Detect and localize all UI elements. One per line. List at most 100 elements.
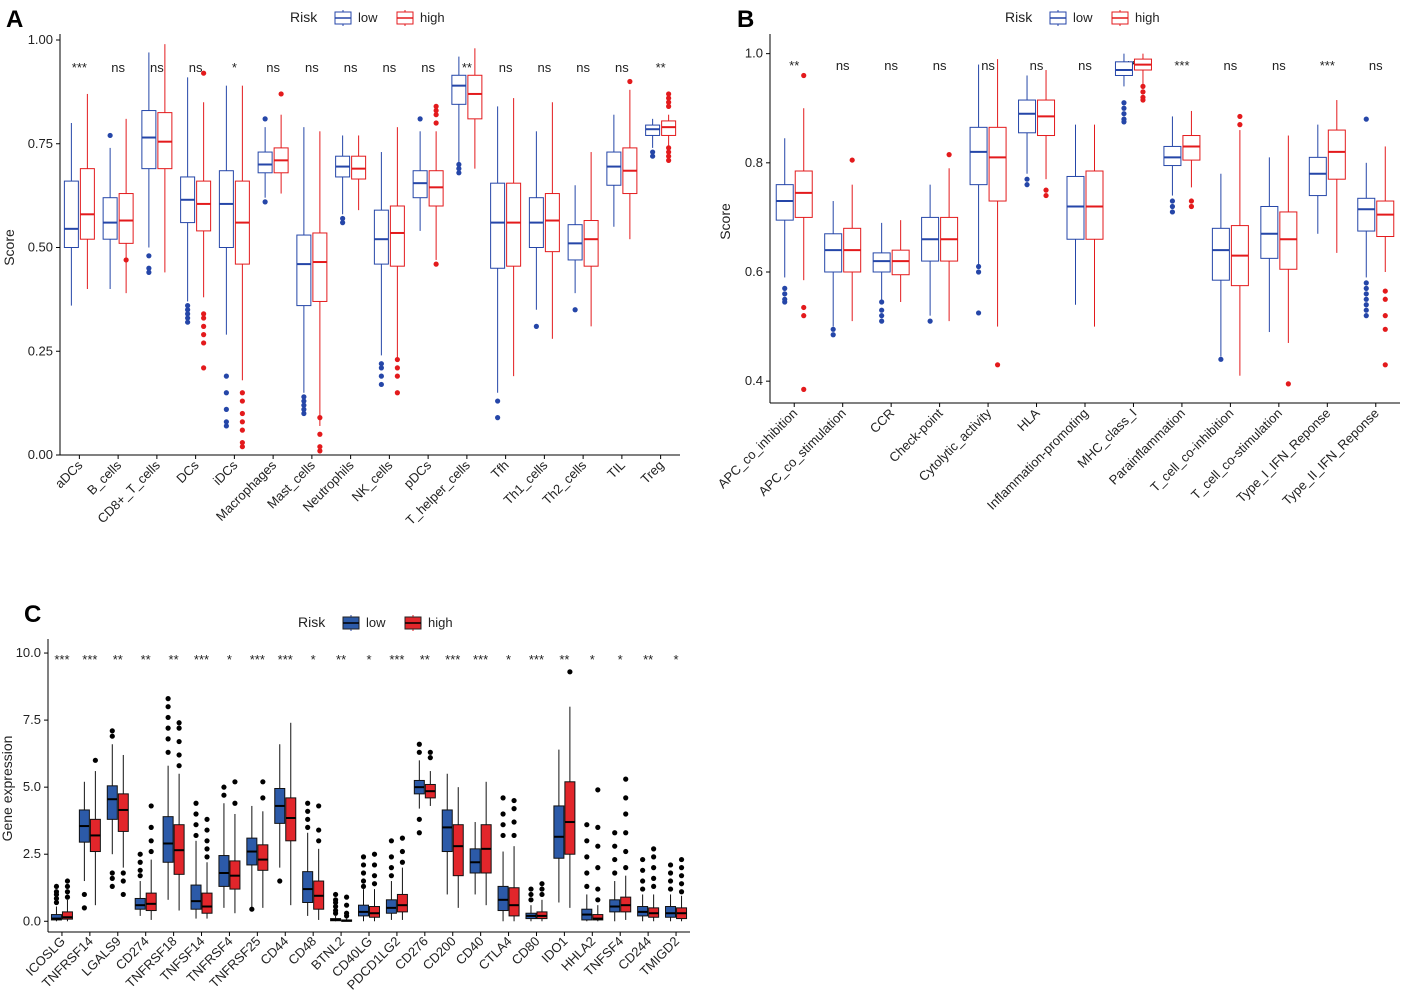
significance-label: * bbox=[232, 60, 237, 75]
significance-label: ns bbox=[538, 60, 552, 75]
outlier-point bbox=[667, 878, 674, 884]
significance-label: ns bbox=[1272, 58, 1286, 73]
outlier-point bbox=[433, 107, 439, 114]
box-iqr bbox=[117, 793, 129, 832]
x-tick-label: CD80 bbox=[508, 934, 542, 968]
box-low-Cytolytic_activity bbox=[969, 64, 988, 316]
box-iqr bbox=[296, 234, 312, 307]
significance-label: ns bbox=[1030, 58, 1044, 73]
box-high-Cytolytic_activity bbox=[988, 59, 1007, 368]
outlier-point bbox=[378, 361, 384, 367]
outlier-point bbox=[64, 883, 71, 890]
significance-label: *** bbox=[194, 652, 209, 667]
outlier-point bbox=[1121, 111, 1127, 117]
outlier-point bbox=[433, 103, 439, 109]
outlier-point bbox=[223, 419, 229, 425]
legend-label-low: low bbox=[366, 615, 386, 630]
significance-label: ns bbox=[1369, 58, 1383, 73]
outlier-point bbox=[801, 72, 807, 79]
x-tick-label: NK_cells bbox=[349, 457, 396, 504]
outlier-point bbox=[232, 779, 238, 785]
outlier-point bbox=[612, 870, 618, 876]
box-iqr bbox=[1182, 135, 1201, 161]
legend-label-high: high bbox=[420, 10, 445, 25]
outlier-point bbox=[1363, 291, 1369, 297]
significance-label: *** bbox=[54, 652, 69, 667]
outlier-point bbox=[528, 891, 534, 898]
outlier-point bbox=[260, 795, 266, 801]
outlier-point bbox=[204, 816, 210, 822]
outlier-point bbox=[185, 303, 191, 309]
box-iqr bbox=[118, 193, 134, 244]
outlier-point bbox=[567, 669, 573, 675]
outlier-point bbox=[433, 120, 439, 126]
outlier-point bbox=[801, 304, 807, 311]
outlier-point bbox=[223, 423, 229, 429]
box-iqr bbox=[1085, 170, 1104, 240]
box-high-CD48 bbox=[313, 803, 325, 920]
outlier-point bbox=[317, 415, 323, 421]
box-iqr bbox=[508, 887, 520, 917]
outlier-point bbox=[317, 431, 323, 437]
legend-title: Risk bbox=[298, 614, 326, 630]
outlier-point bbox=[165, 714, 171, 721]
significance-label: ** bbox=[656, 60, 666, 75]
outlier-point bbox=[678, 881, 685, 887]
box-high-TNFRSF18 bbox=[173, 720, 185, 911]
outlier-point bbox=[539, 881, 545, 887]
significance-label: * bbox=[506, 652, 511, 667]
panel-b: B Risk low high 0.4 0.6 0.8 1.0 Score APC_co_inhi… bbox=[715, 6, 1400, 513]
box-low-Treg bbox=[645, 118, 661, 159]
outlier-point bbox=[343, 894, 350, 900]
x-tick-label: TIL bbox=[604, 458, 628, 482]
outlier-point bbox=[1169, 198, 1176, 204]
outlier-point bbox=[1382, 296, 1388, 302]
box-low-Type_I_IFN_Reponse bbox=[1308, 124, 1327, 234]
box-high-CD80 bbox=[536, 881, 548, 922]
box-high-Mast_cells bbox=[312, 131, 328, 454]
outlier-point bbox=[528, 886, 534, 892]
significance-label: *** bbox=[473, 652, 488, 667]
significance-label: *** bbox=[72, 60, 87, 75]
box-low-NK_cells bbox=[373, 152, 389, 388]
significance-label: ns bbox=[499, 60, 513, 75]
significance-label: ns bbox=[305, 60, 319, 75]
box-high-DCs bbox=[196, 70, 212, 371]
y-tick-label: 0.0 bbox=[23, 913, 41, 928]
outlier-point bbox=[371, 881, 378, 887]
box-iqr bbox=[661, 120, 677, 136]
box-iqr bbox=[441, 809, 453, 853]
box-low-CD276 bbox=[413, 741, 425, 836]
box-high-Inflammation-promoting bbox=[1085, 124, 1104, 327]
outlier-point bbox=[539, 886, 545, 892]
box-low-Inflammation-promoting bbox=[1066, 124, 1085, 305]
outlier-point bbox=[456, 170, 462, 176]
outlier-point bbox=[343, 902, 350, 908]
significance-label: ns bbox=[383, 60, 397, 75]
outlier-point bbox=[666, 149, 672, 155]
outlier-point bbox=[201, 323, 207, 329]
outlier-point bbox=[640, 878, 646, 884]
outlier-point bbox=[239, 419, 245, 425]
box-low-TNFRSF14 bbox=[78, 781, 90, 911]
outlier-point bbox=[340, 220, 346, 226]
box-high-Check-point bbox=[940, 152, 959, 322]
box-high-IDO1 bbox=[564, 669, 576, 908]
outlier-point bbox=[666, 99, 672, 105]
x-tick-label: aDCs bbox=[52, 457, 86, 491]
box-iqr bbox=[467, 74, 483, 120]
box-iqr bbox=[412, 170, 428, 199]
box-iqr bbox=[592, 914, 604, 921]
outlier-point bbox=[204, 827, 210, 833]
outlier-point bbox=[388, 838, 395, 844]
outlier-point bbox=[1140, 89, 1146, 95]
legend-title: Risk bbox=[1005, 9, 1033, 25]
box-high-LGALS9 bbox=[117, 754, 129, 898]
outlier-point bbox=[317, 448, 323, 454]
outlier-point bbox=[975, 310, 982, 316]
box-low-Neutrophils bbox=[335, 135, 351, 226]
outlier-point bbox=[120, 878, 126, 884]
outlier-point bbox=[221, 792, 227, 798]
legend-key-high: high bbox=[396, 10, 445, 26]
outlier-point bbox=[666, 157, 672, 163]
